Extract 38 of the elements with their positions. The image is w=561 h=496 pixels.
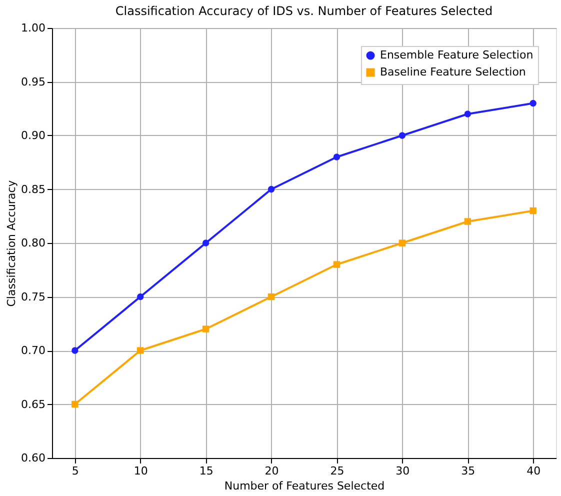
point: [72, 400, 78, 408]
chart-title: Classification Accuracy of IDS vs. Number of Features Selected: [115, 4, 493, 18]
y-tick-label: 0.95: [21, 75, 46, 88]
y-tick-label: 0.70: [21, 344, 46, 357]
y-tick-label: 1.00: [21, 22, 46, 34]
y-tick-label: 0.65: [21, 398, 46, 411]
point: [137, 347, 144, 354]
x-tick-label: 40: [526, 464, 541, 478]
point: [530, 207, 536, 214]
x-tick-label: 5: [72, 464, 79, 478]
y-tick-label: 0.90: [21, 129, 46, 142]
y-tick-label: 0.75: [21, 290, 46, 304]
x-tick-label: 30: [396, 464, 410, 478]
point: [530, 100, 536, 107]
x-tick-label: 20: [264, 464, 279, 478]
x-tick-label: 15: [199, 464, 214, 478]
y-axis-title: Classification Accuracy: [5, 180, 18, 307]
x-tick-label: 25: [330, 464, 344, 478]
point: [333, 154, 340, 160]
x-tick-label: 35: [461, 464, 476, 478]
y-tick-label: 0.80: [21, 236, 46, 250]
x-axis-title: Number of Features Selected: [224, 480, 385, 492]
point: [398, 132, 406, 139]
y-tick-label: 0.60: [21, 452, 46, 464]
point: [464, 218, 471, 225]
point: [333, 261, 340, 268]
y-tick-label: 0.85: [21, 182, 46, 196]
point: [398, 240, 406, 246]
point: [464, 110, 471, 118]
legend-label: Ensemble Feature Selection: [380, 48, 534, 62]
point: [202, 326, 210, 332]
x-tick-label: 10: [134, 464, 148, 478]
point: [137, 293, 144, 300]
point: [268, 186, 275, 193]
point: [202, 240, 210, 246]
point: [268, 293, 275, 300]
legend-label: Baseline Feature Selection: [380, 66, 526, 78]
point: [72, 347, 78, 354]
